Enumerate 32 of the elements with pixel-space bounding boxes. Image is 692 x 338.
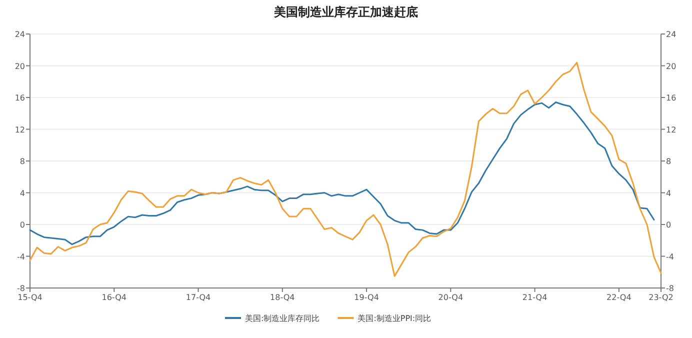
y-tick-label: 20 <box>14 62 25 71</box>
y2-tick-label: 16 <box>666 94 676 102</box>
y-tick-label: 24 <box>14 30 25 39</box>
y-tick-label: 0 <box>20 220 25 230</box>
y2-tick-label: 0 <box>666 220 672 230</box>
y2-tick-label: 12 <box>666 125 676 134</box>
y-tick-label: -8 <box>17 284 25 293</box>
x-tick-label: 16-Q4 <box>102 293 127 302</box>
x-tick-label: 23-Q2 <box>648 293 674 302</box>
y2-tick-label: -4 <box>666 252 674 262</box>
y2-tick-label: 24 <box>666 30 676 39</box>
y-tick-label: 16 <box>14 94 25 102</box>
y2-tick-label: 8 <box>666 157 672 166</box>
y-tick-label: 12 <box>14 125 25 134</box>
x-tick-label: 20-Q4 <box>438 293 464 302</box>
line-series <box>29 62 662 277</box>
chart-title: 美国制造业库存正加速赶底 <box>273 5 418 19</box>
x-tick-label: 17-Q4 <box>186 293 211 302</box>
x-tick-label: 19-Q4 <box>354 293 379 302</box>
y-tick-label: 4 <box>20 188 25 198</box>
legend-label: 美国:制造业PPI:同比 <box>358 314 432 323</box>
x-tick-label: 15-Q4 <box>18 293 42 302</box>
y2-tick-label: 20 <box>666 62 676 71</box>
line-series <box>29 102 655 246</box>
x-tick-label: 22-Q4 <box>606 293 632 302</box>
x-tick-label: 21-Q4 <box>522 293 548 302</box>
x-tick-label: 18-Q4 <box>270 293 295 302</box>
y2-tick-label: -8 <box>666 284 674 293</box>
y-tick-label: 8 <box>20 157 25 166</box>
y2-tick-label: 4 <box>666 188 672 198</box>
legend-label: 美国:制造业库存同比 <box>245 314 320 323</box>
y-tick-label: -4 <box>17 252 25 262</box>
